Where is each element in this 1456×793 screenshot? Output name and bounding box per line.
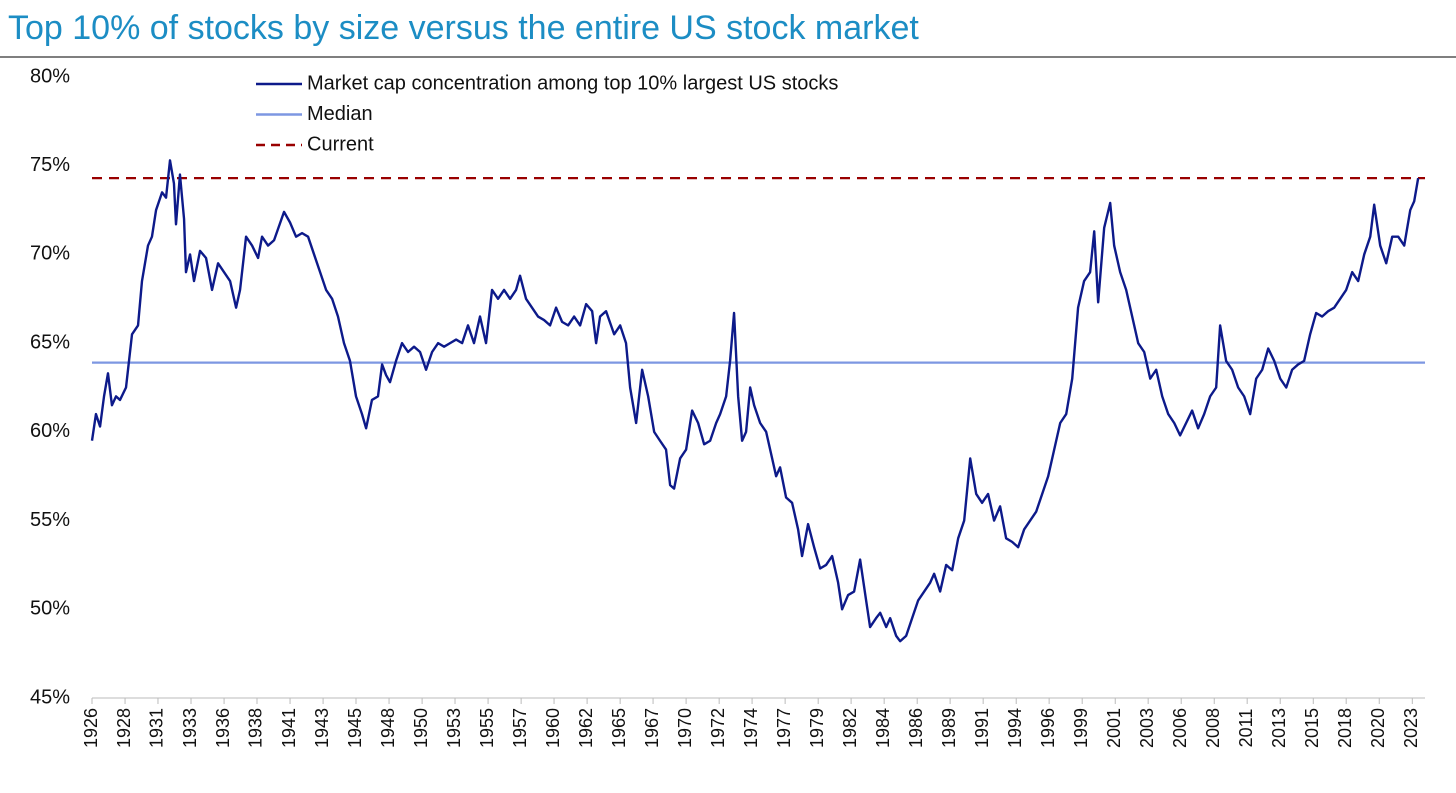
x-tick-label: 2008 <box>1203 708 1223 748</box>
legend-label: Market cap concentration among top 10% l… <box>307 72 838 94</box>
x-tick-label: 2013 <box>1269 708 1289 748</box>
y-tick-label: 50% <box>30 598 70 620</box>
x-tick-label: 1974 <box>741 708 761 748</box>
x-tick-label: 1953 <box>444 708 464 748</box>
x-tick-label: 1977 <box>774 708 794 748</box>
x-tick-label: 1994 <box>1005 708 1025 748</box>
x-tick-label: 2015 <box>1302 708 1322 748</box>
x-tick-label: 2011 <box>1236 709 1256 748</box>
y-tick-label: 70% <box>30 243 70 265</box>
y-tick-label: 45% <box>30 686 70 708</box>
x-tick-label: 1941 <box>279 708 299 748</box>
x-tick-label: 1933 <box>180 708 200 748</box>
x-tick-label: 1989 <box>939 708 959 748</box>
x-tick-label: 2001 <box>1104 708 1124 748</box>
x-tick-label: 2006 <box>1170 708 1190 748</box>
x-tick-label: 1945 <box>345 708 365 748</box>
x-tick-label: 1950 <box>411 708 431 748</box>
x-tick-label: 1965 <box>609 708 629 748</box>
x-tick-label: 2018 <box>1335 708 1355 748</box>
legend-label: Current <box>307 133 374 155</box>
y-tick-label: 60% <box>30 420 70 442</box>
chart-title: Top 10% of stocks by size versus the ent… <box>8 9 919 47</box>
x-tick-label: 1984 <box>873 708 893 748</box>
x-tick-label: 1991 <box>972 708 992 748</box>
x-tick-label: 1938 <box>246 708 266 748</box>
x-tick-label: 1955 <box>477 708 497 748</box>
x-tick-label: 1960 <box>543 708 563 748</box>
x-tick-label: 2020 <box>1368 708 1388 748</box>
x-tick-label: 1936 <box>213 708 233 748</box>
x-tick-label: 2003 <box>1137 708 1157 748</box>
y-tick-label: 80% <box>30 65 70 87</box>
x-tick-label: 1970 <box>675 708 695 748</box>
x-tick-label: 1926 <box>81 708 101 748</box>
x-tick-label: 2023 <box>1401 708 1421 748</box>
x-tick-label: 1972 <box>708 708 728 748</box>
y-tick-label: 75% <box>30 154 70 176</box>
x-tick-label: 1979 <box>807 708 827 748</box>
x-tick-label: 1962 <box>576 708 596 748</box>
x-tick-label: 1986 <box>906 708 926 748</box>
x-tick-label: 1967 <box>642 708 662 748</box>
x-tick-label: 1982 <box>840 708 860 748</box>
x-tick-label: 1996 <box>1038 708 1058 748</box>
x-tick-label: 1999 <box>1071 708 1091 748</box>
y-tick-label: 65% <box>30 331 70 353</box>
x-tick-label: 1943 <box>312 708 332 748</box>
x-tick-label: 1928 <box>114 708 134 748</box>
x-tick-label: 1957 <box>510 708 530 748</box>
legend-label: Median <box>307 103 373 125</box>
x-tick-label: 1948 <box>378 708 398 748</box>
data-line <box>90 159 1420 643</box>
y-tick-label: 55% <box>30 509 70 531</box>
x-tick-label: 1931 <box>147 708 167 748</box>
